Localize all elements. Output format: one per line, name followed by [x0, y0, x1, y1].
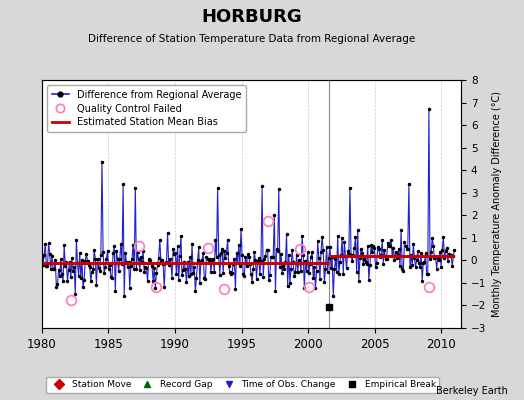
Y-axis label: Monthly Temperature Anomaly Difference (°C): Monthly Temperature Anomaly Difference (… — [492, 91, 502, 317]
Legend: Station Move, Record Gap, Time of Obs. Change, Empirical Break: Station Move, Record Gap, Time of Obs. C… — [47, 377, 440, 393]
Text: Difference of Station Temperature Data from Regional Average: Difference of Station Temperature Data f… — [88, 34, 415, 44]
Text: Berkeley Earth: Berkeley Earth — [436, 386, 508, 396]
Text: HORBURG: HORBURG — [201, 8, 302, 26]
